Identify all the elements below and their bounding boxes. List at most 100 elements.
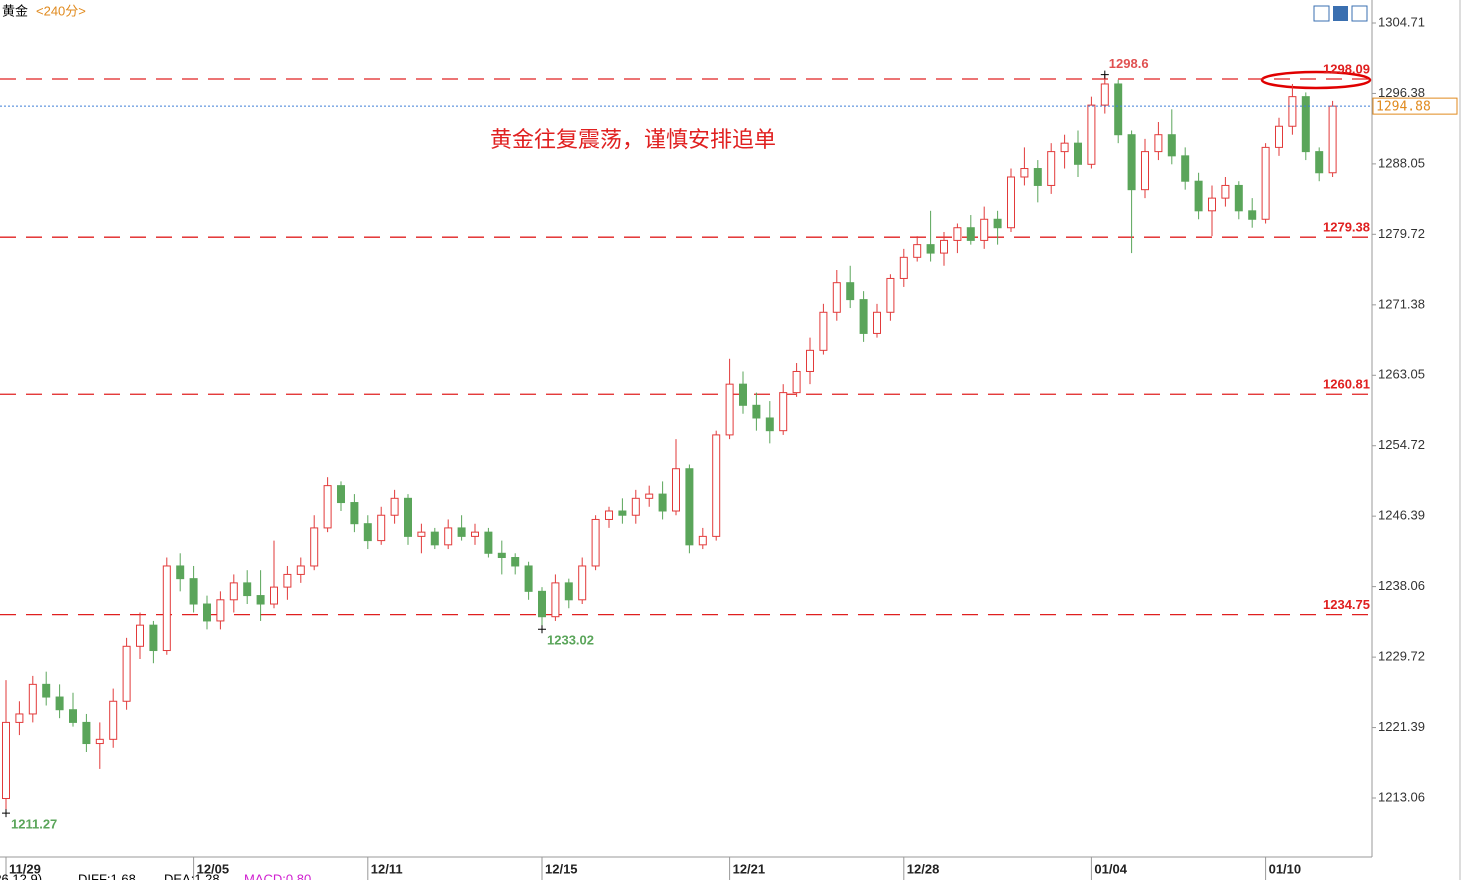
x-tick-label: 01/04 xyxy=(1094,861,1127,876)
candle-body xyxy=(82,721,91,745)
low-marker xyxy=(538,625,546,634)
candle-body xyxy=(618,510,627,516)
candle-body xyxy=(136,624,144,647)
candle-body xyxy=(672,468,680,512)
y-tick-label: 1279.72 xyxy=(1378,226,1425,241)
toolbar[interactable] xyxy=(1313,5,1368,22)
x-tick-label: 12/15 xyxy=(545,861,578,876)
candle-body xyxy=(229,582,238,601)
indicator-label: DEA:1.28 xyxy=(164,871,220,880)
candle-body xyxy=(15,713,24,723)
candle-body xyxy=(1074,142,1082,165)
candle-body xyxy=(1020,168,1029,178)
candle-body xyxy=(658,493,667,512)
candle-body xyxy=(337,485,345,504)
toolbar-button[interactable] xyxy=(1313,5,1330,22)
candle-body xyxy=(95,738,104,745)
candle-body xyxy=(256,595,265,605)
y-tick-label: 1246.39 xyxy=(1378,508,1425,523)
candle-body xyxy=(645,493,654,499)
candle-body xyxy=(176,565,185,580)
candle-body xyxy=(899,256,908,279)
candle-body xyxy=(203,603,211,622)
candle-body xyxy=(390,497,399,516)
candle-body xyxy=(1315,151,1324,174)
candle-body xyxy=(980,218,989,241)
candle-body xyxy=(913,244,922,258)
candle-body xyxy=(873,311,881,334)
candle-body xyxy=(243,582,252,597)
candle-body xyxy=(377,514,386,542)
period-label: <240分> xyxy=(36,3,86,18)
candle-body xyxy=(1248,210,1257,220)
candle-body xyxy=(832,282,841,313)
candle-body xyxy=(739,383,747,406)
candle-body xyxy=(149,624,158,652)
candle-body xyxy=(1221,184,1230,199)
candle-body xyxy=(310,527,319,567)
candle-body xyxy=(712,434,721,537)
candle-body xyxy=(350,502,359,525)
chart-title: 黄金 xyxy=(2,3,28,18)
high-marker xyxy=(1100,70,1109,79)
candle-body xyxy=(42,683,51,698)
candle-body xyxy=(1127,134,1136,191)
last-price-label: 1294.88 xyxy=(1376,100,1431,115)
candle-body xyxy=(296,565,305,575)
candle-body xyxy=(270,586,278,605)
toolbar-button[interactable] xyxy=(1333,6,1348,21)
y-tick-label: 1213.06 xyxy=(1378,789,1425,804)
candle-body xyxy=(122,645,131,702)
indicator-label: DIFF:1.68 xyxy=(78,871,136,880)
candle-body xyxy=(1154,134,1163,153)
candle-body xyxy=(404,497,412,537)
candle-body xyxy=(591,518,600,567)
candle-body xyxy=(1087,104,1096,165)
candle-body xyxy=(792,370,801,394)
candle-body xyxy=(993,218,1002,229)
candle-body xyxy=(1060,142,1069,153)
toolbar-button[interactable] xyxy=(1351,5,1368,22)
candle-body xyxy=(283,573,292,588)
candle-body xyxy=(886,277,895,313)
candle-body xyxy=(846,282,855,301)
candle-body xyxy=(698,535,707,546)
candle-body xyxy=(417,531,426,537)
candle-body xyxy=(551,582,560,618)
candle-body xyxy=(497,552,506,559)
candle-body xyxy=(1114,83,1123,136)
candle-body xyxy=(725,383,734,436)
y-tick-label: 1238.06 xyxy=(1378,578,1425,593)
level-label: 1234.75 xyxy=(1323,597,1370,612)
candle-body xyxy=(457,527,466,537)
level-label: 1260.81 xyxy=(1323,377,1370,392)
x-tick-label: 12/05 xyxy=(197,861,230,876)
candle-body xyxy=(471,531,479,537)
candle-body xyxy=(926,244,935,254)
highlight-ellipse xyxy=(1260,70,1372,90)
low-label: 1211.27 xyxy=(11,817,57,832)
y-tick-label: 1296.38 xyxy=(1378,85,1425,100)
candle-body xyxy=(806,349,814,372)
candle-body xyxy=(564,582,573,601)
low-label: 1233.02 xyxy=(547,633,594,648)
level-label: 1298.09 xyxy=(1323,61,1370,76)
candle-body xyxy=(859,299,868,334)
candle-body xyxy=(1047,151,1056,186)
candle-body xyxy=(685,468,694,546)
candle-body xyxy=(189,578,198,605)
y-tick-label: 1221.39 xyxy=(1378,719,1425,734)
high-label: 1298.6 xyxy=(1109,56,1149,71)
x-tick-label: 11/29 xyxy=(9,861,41,876)
candle-body xyxy=(162,565,171,652)
candle-body xyxy=(966,227,975,241)
candle-body xyxy=(1328,105,1337,174)
y-tick-label: 1254.72 xyxy=(1378,437,1425,452)
x-tick-label: 12/21 xyxy=(733,861,766,876)
candle-body xyxy=(1301,96,1310,153)
candle-body xyxy=(752,404,761,419)
candle-body xyxy=(1100,83,1109,106)
candle-body xyxy=(1181,155,1190,182)
